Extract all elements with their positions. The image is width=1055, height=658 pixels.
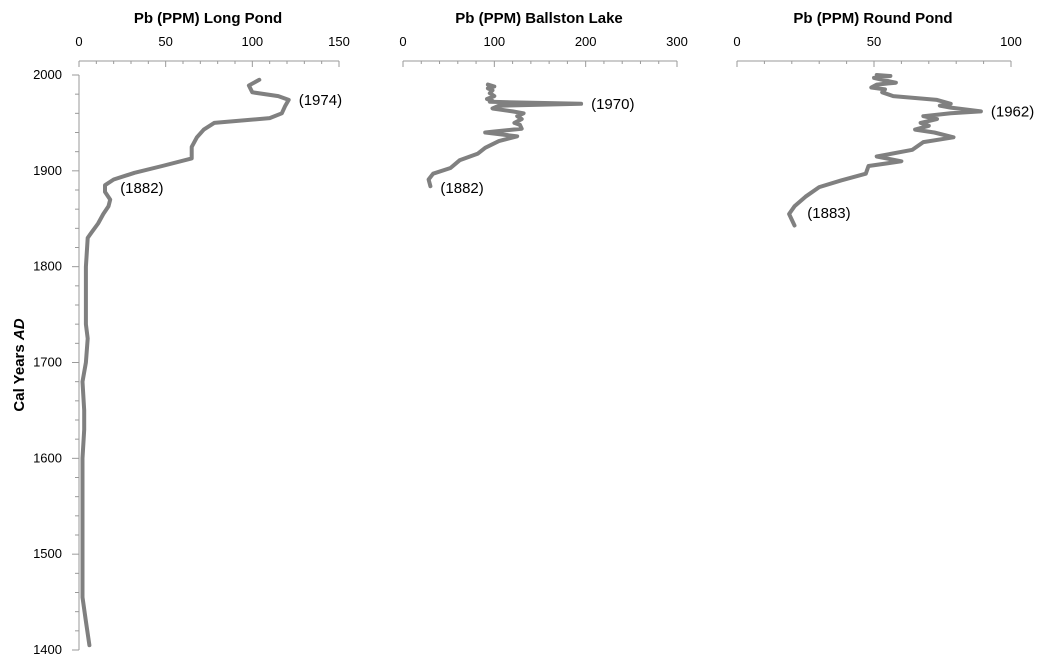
panel-title-long-pond: Pb (PPM) Long Pond bbox=[134, 10, 282, 27]
y-tick-label: 1400 bbox=[33, 642, 62, 657]
x-tick-label: 0 bbox=[75, 34, 82, 49]
annotation-label: (1882) bbox=[120, 180, 163, 197]
x-tick-label: 100 bbox=[1000, 34, 1022, 49]
x-tick-label: 50 bbox=[158, 34, 172, 49]
annotation-label: (1883) bbox=[807, 205, 850, 222]
annotation-label: (1970) bbox=[591, 96, 634, 113]
annotation-label: (1974) bbox=[299, 92, 342, 109]
x-tick-label: 100 bbox=[241, 34, 263, 49]
x-tick-label: 0 bbox=[733, 34, 740, 49]
y-tick-label: 1600 bbox=[33, 450, 62, 465]
y-tick-label: 1700 bbox=[33, 355, 62, 370]
y-tick-label: 2000 bbox=[33, 67, 62, 82]
x-tick-label: 150 bbox=[328, 34, 350, 49]
panel-title-round-pond: Pb (PPM) Round Pond bbox=[793, 10, 952, 27]
y-tick-label: 1900 bbox=[33, 163, 62, 178]
annotation-label: (1962) bbox=[991, 103, 1034, 120]
y-axis-ticks: 2000 1900 1800 1700 1600 1500 1400 bbox=[33, 67, 79, 657]
series-line bbox=[426, 82, 584, 189]
series-line bbox=[787, 73, 983, 228]
x-tick-label: 300 bbox=[666, 34, 688, 49]
annotation-label: (1882) bbox=[440, 180, 483, 197]
x-tick-label: 100 bbox=[483, 34, 505, 49]
y-axis-label: Cal Years AD bbox=[11, 318, 28, 411]
x-tick-label: 50 bbox=[867, 34, 881, 49]
y-tick-label: 1800 bbox=[33, 259, 62, 274]
y-axis-label-text: Cal Years bbox=[11, 344, 28, 411]
panel-round-pond: Pb (PPM) Round Pond 0 50 100 (1962) (1883) bbox=[733, 10, 1034, 228]
series-line bbox=[80, 77, 291, 648]
panel-ballston-lake: Pb (PPM) Ballston Lake 0 100 200 300 (1970) (… bbox=[399, 10, 687, 197]
x-tick-label: 200 bbox=[575, 34, 597, 49]
y-axis-label-italic: AD bbox=[11, 318, 28, 341]
panel-title-ballston-lake: Pb (PPM) Ballston Lake bbox=[455, 10, 623, 27]
x-tick-label: 0 bbox=[399, 34, 406, 49]
y-tick-label: 1500 bbox=[33, 546, 62, 561]
panel-long-pond: Pb (PPM) Long Pond 0 50 100 150 (1974) (1882) bbox=[75, 10, 350, 648]
